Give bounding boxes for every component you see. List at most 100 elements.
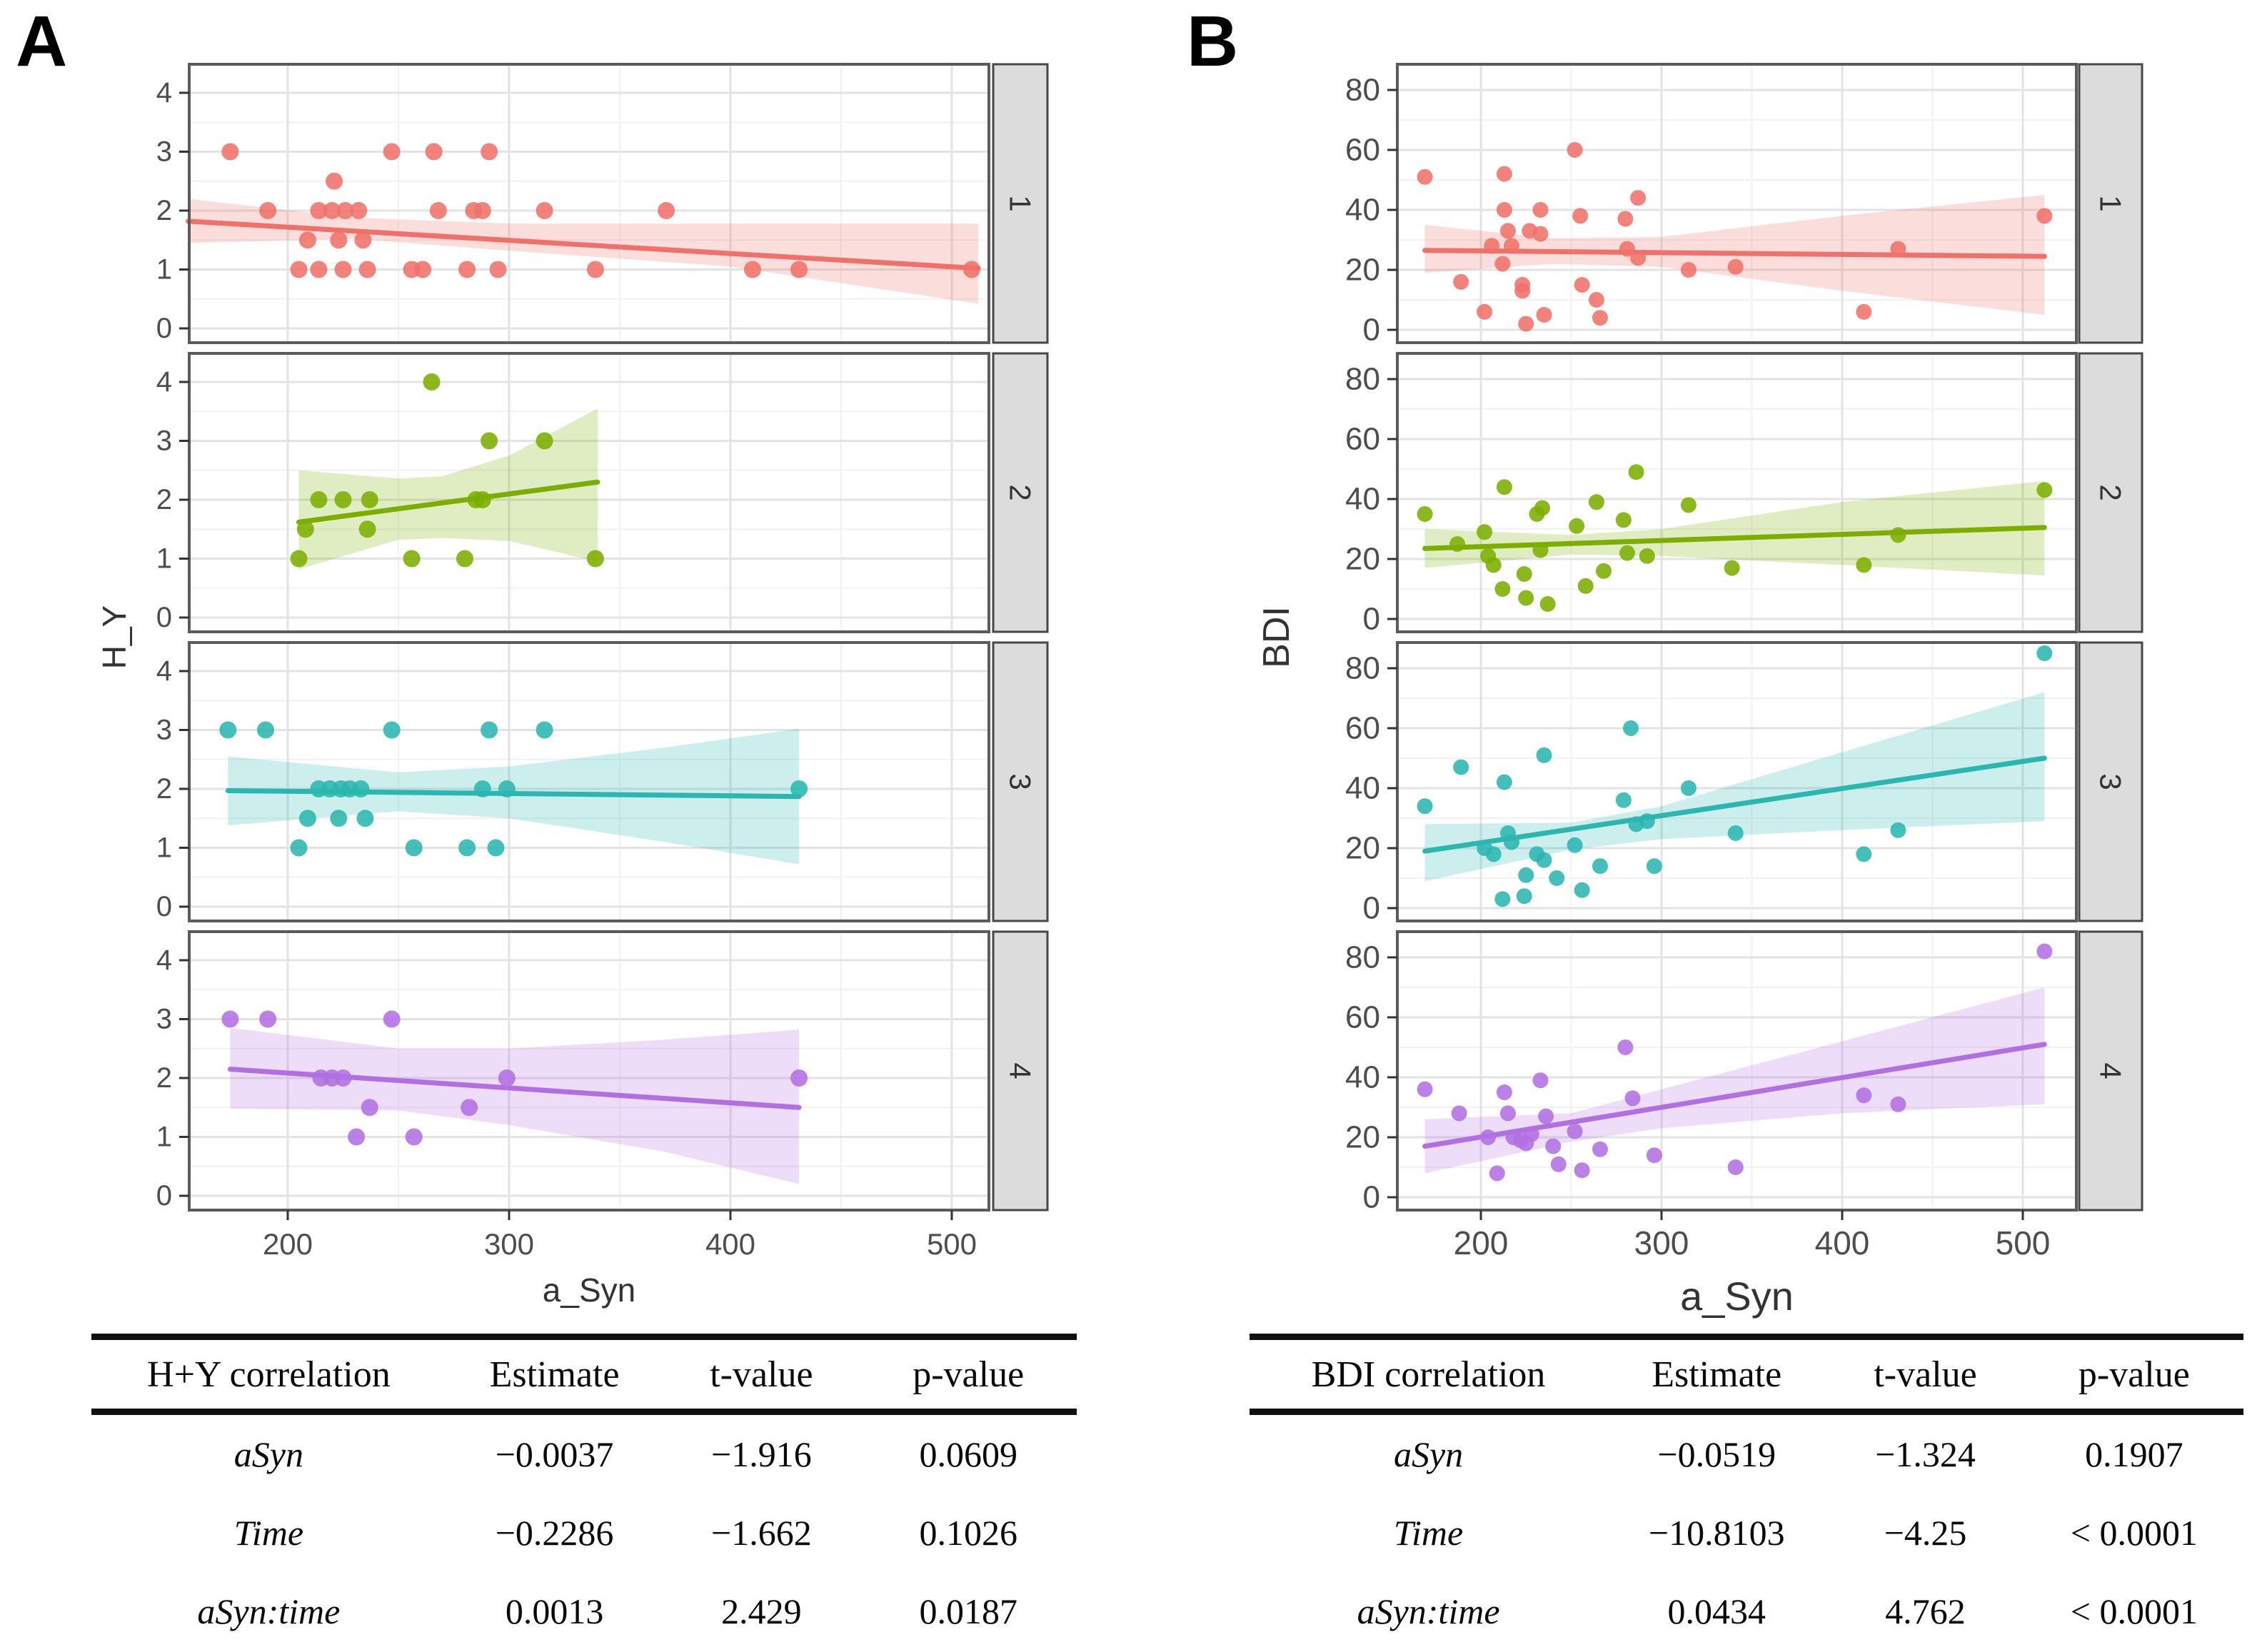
- data-point: [1577, 578, 1594, 594]
- data-point: [1727, 1159, 1744, 1175]
- data-point: [221, 1010, 239, 1028]
- data-point: [1574, 882, 1590, 898]
- y-tick-label: 20: [1345, 542, 1380, 577]
- data-point: [487, 839, 505, 857]
- data-point: [1480, 1129, 1497, 1145]
- data-point: [1484, 238, 1500, 254]
- table-header-estimate: Estimate: [1652, 1354, 1782, 1395]
- data-point: [405, 1128, 423, 1146]
- p-value: 0.0609: [919, 1434, 1017, 1474]
- regression-line: [296, 479, 600, 525]
- table-row: aSyn:time 0.0434 4.762 < 0.0001: [1250, 1572, 2243, 1651]
- x-axis-label: a_Syn: [543, 1271, 635, 1309]
- data-point: [1567, 142, 1583, 158]
- bdi-correlation-table: BDI correlation Estimate t-value p-value…: [1250, 1334, 2243, 1651]
- data-point: [1494, 891, 1511, 907]
- y-tick-label: 1: [156, 832, 172, 864]
- data-point: [1417, 1081, 1433, 1097]
- data-point: [1617, 1039, 1634, 1055]
- data-point: [219, 721, 237, 739]
- p-value: 0.0187: [919, 1591, 1017, 1631]
- data-point: [456, 550, 473, 568]
- data-point: [1494, 581, 1511, 597]
- data-point: [2036, 943, 2053, 960]
- data-point: [1592, 858, 1608, 875]
- data-point: [1727, 825, 1744, 841]
- table-row: Time −0.2286 −1.662 0.1026: [91, 1494, 1077, 1572]
- data-point: [414, 261, 432, 278]
- data-point: [1680, 262, 1697, 278]
- facet-1: 1 4 3 2 1 0: [156, 63, 1049, 344]
- data-point: [1532, 1072, 1549, 1089]
- data-point: [1617, 211, 1634, 227]
- data-point: [2036, 645, 2053, 661]
- data-point: [586, 261, 604, 278]
- confidence-band: [228, 728, 800, 865]
- data-point: [259, 1010, 277, 1028]
- y-tick-label: 40: [1345, 193, 1380, 228]
- data-point: [2036, 208, 2053, 224]
- data-point: [1624, 1090, 1641, 1107]
- p-value: 0.1026: [919, 1513, 1017, 1553]
- y-tick-label: 1: [156, 1122, 172, 1153]
- data-point: [1494, 256, 1511, 272]
- data-point: [1588, 292, 1604, 308]
- data-point: [352, 780, 370, 797]
- t-value: −1.916: [711, 1434, 812, 1474]
- data-point: [1516, 888, 1532, 905]
- facet-strip-label: 3: [1004, 773, 1037, 790]
- data-point: [1619, 241, 1635, 257]
- data-point: [1628, 464, 1644, 480]
- facet-strip: [2078, 641, 2143, 922]
- facet-4: 4 4 3 2 1 0: [156, 930, 1049, 1212]
- data-point: [310, 491, 328, 508]
- y-tick-label: 80: [1345, 73, 1380, 108]
- facet-2: 2 4 3 2 1 0: [156, 352, 1049, 633]
- data-point: [326, 172, 343, 190]
- facet-strip-label: 3: [2094, 773, 2128, 790]
- data-point: [1523, 1126, 1539, 1142]
- data-point: [310, 202, 328, 219]
- data-point: [1496, 479, 1512, 495]
- facet-strip-label: 1: [1004, 195, 1037, 211]
- facet-strip-label: 2: [2094, 484, 2128, 500]
- data-point: [383, 721, 401, 739]
- table-row: Time −10.8103 −4.25 < 0.0001: [1250, 1494, 2243, 1572]
- regression-line: [1422, 248, 2047, 259]
- table-row: aSyn −0.0519 −1.324 0.1907: [1250, 1415, 2243, 1494]
- data-point: [1516, 566, 1532, 582]
- y-tick-label: 3: [156, 425, 172, 457]
- x-tick-label: 400: [1815, 1224, 1870, 1261]
- data-point: [1646, 858, 1662, 875]
- panel-a-svg: 1 4 3 2 1 0 2 4 3 2 1 0 3 4 3 2 1 0 4 4 3 2 1 0 200 300 400 500 a_Sy…: [96, 63, 1049, 1309]
- data-point: [1532, 226, 1549, 242]
- y-tick-label: 60: [1345, 422, 1380, 457]
- y-tick-label: 2: [156, 1062, 172, 1094]
- y-tick-label: 1: [156, 543, 172, 575]
- table-row: aSyn −0.0037 −1.916 0.0609: [91, 1415, 1077, 1494]
- estimate-value: −0.0037: [495, 1434, 614, 1474]
- data-point: [1856, 557, 1872, 573]
- data-point: [361, 491, 378, 508]
- data-point: [790, 261, 808, 278]
- y-tick-label: 0: [156, 1180, 172, 1212]
- facet-4: 4 80 60 40 20 0: [1345, 930, 2143, 1215]
- data-point: [1489, 1165, 1505, 1182]
- data-point: [257, 721, 274, 739]
- data-point: [1890, 241, 1906, 257]
- estimate-value: −0.0519: [1657, 1434, 1776, 1474]
- row-label: aSyn:time: [197, 1591, 341, 1631]
- data-point: [1856, 846, 1872, 862]
- y-tick-label: 4: [156, 77, 172, 109]
- data-point: [221, 143, 239, 161]
- data-point: [1417, 168, 1433, 185]
- data-point: [383, 143, 401, 161]
- data-point: [290, 550, 308, 568]
- table-header-tvalue: t-value: [1874, 1354, 1977, 1395]
- regression-line: [1422, 525, 2047, 551]
- y-tick-label: 4: [156, 945, 172, 976]
- data-point: [1592, 1141, 1608, 1157]
- data-point: [1567, 837, 1583, 853]
- data-point: [1449, 536, 1466, 552]
- data-point: [1532, 202, 1549, 218]
